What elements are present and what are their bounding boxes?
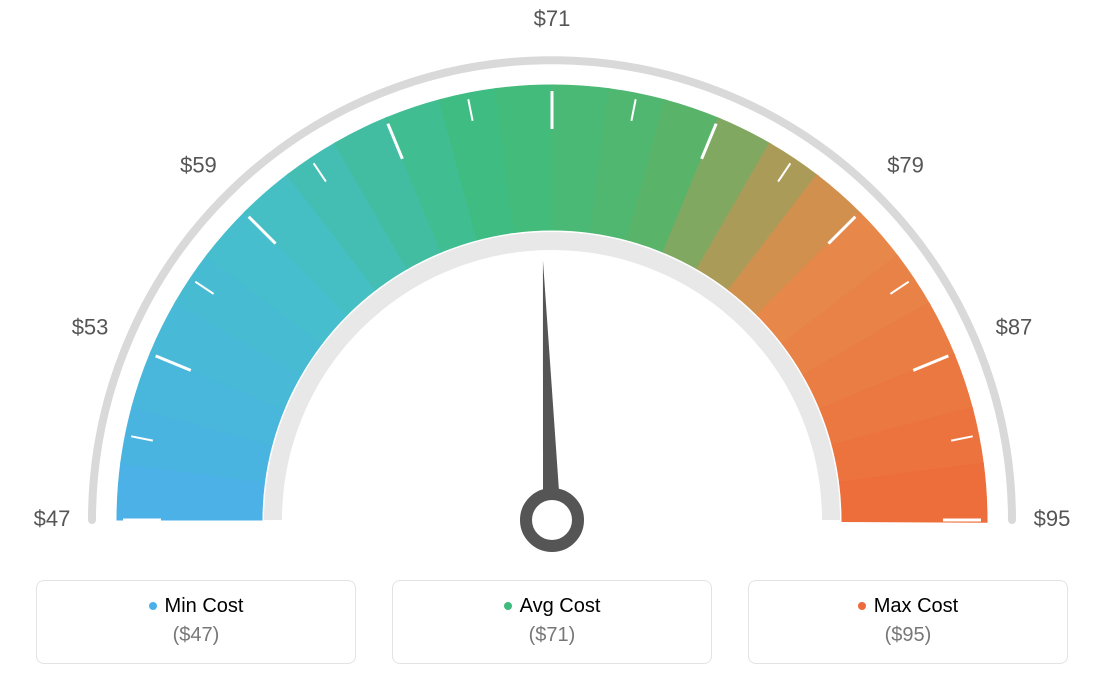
legend-title-max: Max Cost — [759, 595, 1057, 618]
legend-card-avg: Avg Cost ($71) — [392, 580, 712, 664]
svg-text:$47: $47 — [34, 506, 71, 531]
legend-title-min: Min Cost — [47, 595, 345, 618]
svg-text:$95: $95 — [1034, 506, 1071, 531]
svg-text:$59: $59 — [180, 152, 217, 177]
svg-text:$71: $71 — [534, 6, 571, 31]
legend-dot-max — [858, 602, 866, 610]
legend-label-min: Min Cost — [165, 595, 244, 617]
cost-gauge-chart: $47 $53 $59 $71 $79 $87 $95 — [0, 0, 1104, 560]
legend-card-min: Min Cost ($47) — [36, 580, 356, 664]
legend-dot-min — [149, 602, 157, 610]
legend-dot-avg — [504, 602, 512, 610]
gauge-svg: $47 $53 $59 $71 $79 $87 $95 — [0, 0, 1104, 560]
legend-value-avg: ($71) — [403, 624, 701, 647]
legend-label-max: Max Cost — [874, 595, 958, 617]
legend-value-min: ($47) — [47, 624, 345, 647]
svg-text:$53: $53 — [72, 314, 109, 339]
svg-text:$87: $87 — [996, 314, 1033, 339]
legend-value-max: ($95) — [759, 624, 1057, 647]
legend-card-max: Max Cost ($95) — [748, 580, 1068, 664]
legend-label-avg: Avg Cost — [520, 595, 601, 617]
legend-row: Min Cost ($47) Avg Cost ($71) Max Cost (… — [0, 560, 1104, 688]
legend-title-avg: Avg Cost — [403, 595, 701, 618]
svg-text:$79: $79 — [887, 152, 924, 177]
